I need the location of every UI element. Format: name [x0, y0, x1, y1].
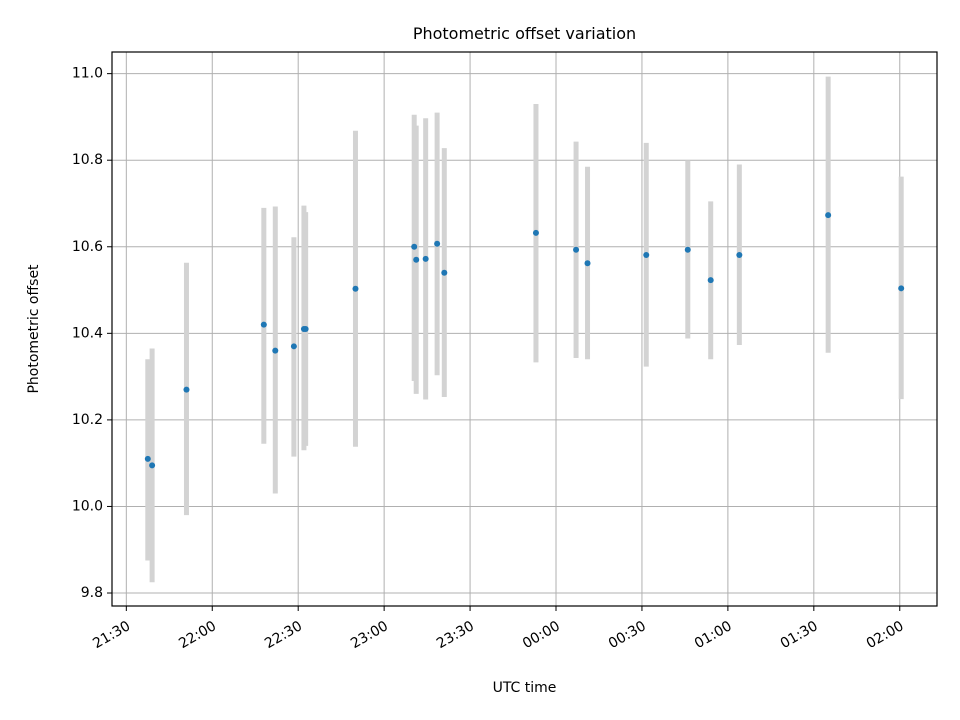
data-points	[144, 212, 905, 469]
y-tick-label: 10.2	[72, 412, 103, 428]
data-point	[736, 251, 743, 258]
y-axis-label: Photometric offset	[26, 264, 42, 394]
data-point	[413, 256, 420, 263]
data-point	[290, 343, 297, 350]
data-point	[584, 260, 591, 267]
data-point	[352, 285, 359, 292]
data-point	[302, 326, 309, 332]
y-tick-label: 11.0	[72, 66, 103, 82]
y-axis-ticks: 9.8 10.0 10.2 10.4 10.6 10.8 11.0	[72, 66, 112, 601]
y-tick-label: 9.8	[81, 585, 103, 601]
plot-frame	[111, 51, 938, 607]
data-point	[825, 212, 832, 219]
x-axis-label: UTC time	[493, 680, 557, 696]
data-point	[183, 386, 190, 393]
data-point	[441, 269, 448, 276]
y-tick-label: 10.4	[72, 325, 103, 341]
data-point	[434, 240, 441, 247]
data-point	[684, 246, 691, 253]
data-point	[532, 229, 539, 236]
data-point	[260, 321, 267, 328]
data-point	[422, 255, 429, 262]
data-point	[149, 462, 156, 469]
y-tick-label: 10.0	[72, 498, 103, 514]
data-point	[272, 347, 279, 354]
y-tick-label: 10.6	[72, 239, 103, 255]
data-point	[411, 243, 418, 250]
data-point	[144, 455, 151, 462]
data-point	[898, 285, 905, 292]
data-point	[573, 246, 580, 253]
grid	[112, 52, 937, 606]
data-point	[643, 251, 650, 258]
data-point	[707, 277, 714, 284]
chart-title: Photometric offset variation	[413, 24, 636, 43]
y-tick-label: 10.8	[72, 152, 103, 168]
